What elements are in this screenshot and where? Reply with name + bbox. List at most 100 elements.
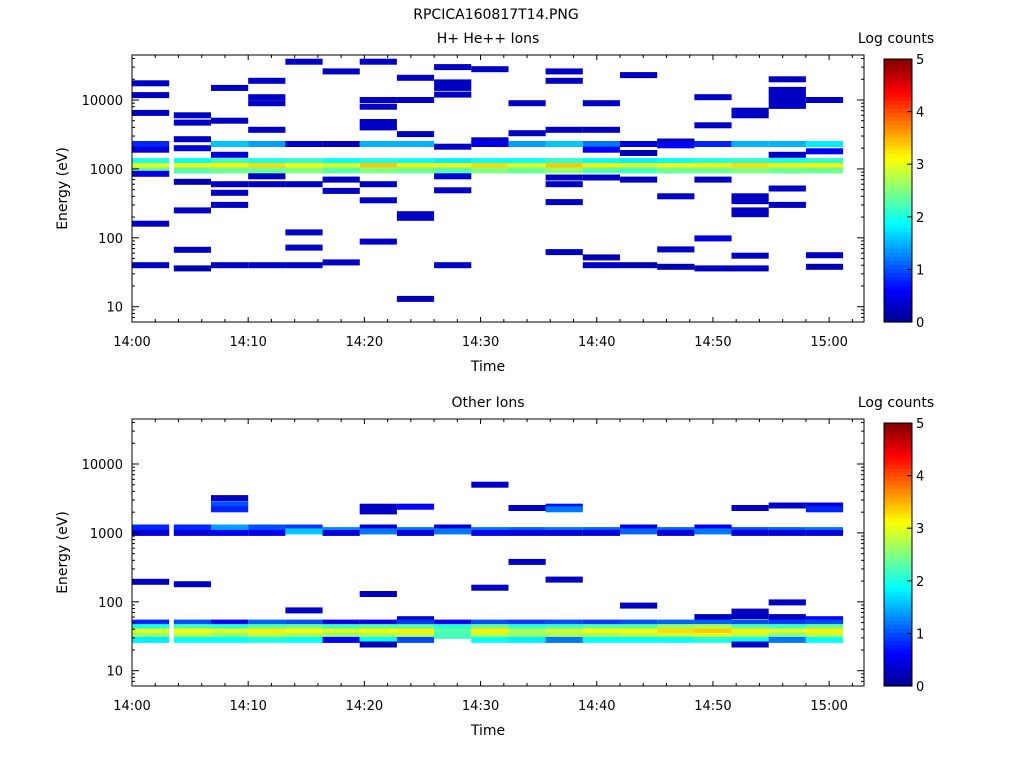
colorbar-segment [884, 272, 912, 278]
heatmap-cell [620, 176, 658, 183]
heatmap-cell [768, 502, 806, 509]
colorbar-segment [884, 665, 912, 671]
plot-frame [131, 418, 865, 687]
colorbar-segment [884, 63, 912, 68]
colorbar-tick-label: 1 [916, 627, 924, 642]
heatmap-cell [173, 112, 211, 119]
colorbar-segment [884, 529, 912, 535]
colorbar-segment [884, 550, 912, 556]
heatmap-cell [132, 619, 170, 626]
heatmap-cell [359, 124, 397, 131]
heatmap-cell [768, 614, 806, 621]
colorbar-segment [884, 178, 912, 183]
heatmap-cell [768, 167, 806, 174]
colorbar-segment [884, 227, 912, 233]
heatmap-cell [694, 632, 732, 639]
x-tick-label: 14:20 [346, 699, 383, 714]
colorbar-segment [884, 435, 912, 441]
colorbar-segment [884, 276, 912, 282]
heatmap-cell [582, 126, 620, 133]
heatmap-cell [805, 148, 844, 155]
heatmap-cell [396, 167, 435, 174]
y-tick-label: 100 [98, 232, 123, 247]
heatmap-cell [359, 141, 397, 147]
heatmap-cell [657, 138, 695, 145]
heatmap-cell [471, 632, 509, 639]
colorbar-segment [884, 95, 912, 101]
heatmap-cell [545, 174, 583, 181]
heatmap-cell [132, 92, 170, 99]
heatmap-cell [694, 158, 732, 165]
heatmap-cell [248, 94, 286, 101]
heatmap-cell [173, 119, 211, 126]
colorbar-segment [884, 219, 912, 224]
heatmap-cell [805, 158, 844, 165]
heatmap-cell [132, 170, 170, 177]
heatmap-cell [248, 173, 286, 180]
colorbar-segment [884, 657, 912, 662]
heatmap-cell [545, 249, 583, 256]
heatmap-cell [173, 619, 211, 626]
heatmap-cell [471, 584, 509, 591]
heatmap-cell [173, 265, 211, 272]
heatmap-cell [173, 524, 211, 531]
heatmap-cell [694, 528, 732, 535]
colorbar-segment [884, 579, 912, 584]
heatmap-cell [768, 599, 806, 606]
colorbar-frame [883, 58, 913, 323]
colorbar-segment [884, 673, 912, 679]
heatmap-cell [805, 263, 844, 270]
heatmap-cell [396, 619, 435, 626]
heatmap-cell [471, 163, 509, 170]
heatmap-cell [731, 207, 769, 214]
colorbar-segment [884, 468, 912, 473]
heatmap-cell [173, 178, 211, 185]
colorbar-segment [884, 305, 912, 311]
heatmap-cell [173, 136, 211, 143]
heatmap-cell [471, 628, 509, 635]
heatmap-cell [434, 262, 472, 269]
heatmap-cell [322, 632, 360, 639]
heatmap-cell [768, 76, 806, 83]
heatmap-cell [508, 505, 546, 511]
heatmap-cell [471, 66, 509, 73]
colorbar-segment [884, 186, 912, 192]
heatmap-cell [248, 529, 286, 536]
colorbar-segment [884, 447, 912, 453]
heatmap-cell [545, 619, 583, 626]
heatmap-cell [248, 524, 286, 531]
colorbar-segment [884, 632, 912, 638]
heatmap-cell [582, 100, 620, 107]
colorbar-segment [884, 141, 912, 146]
heatmap-cell [731, 112, 769, 119]
heatmap-cell [132, 262, 170, 269]
figure-title: RPCICA160817T14.PNG [413, 7, 578, 23]
heatmap-cell [768, 628, 806, 635]
heatmap-cell [132, 167, 170, 174]
colorbar-segment [884, 509, 912, 515]
heatmap-cell [545, 199, 583, 206]
x-tick-label: 14:30 [462, 699, 499, 714]
colorbar-segment [884, 451, 912, 457]
colorbar-segment [884, 624, 912, 630]
heatmap-cell [657, 628, 695, 635]
heatmap-cell [285, 58, 323, 65]
heatmap-cell [731, 624, 769, 631]
colorbar-segment [884, 268, 912, 274]
colorbar-tick-label: 4 [916, 106, 924, 121]
heatmap-cell [396, 163, 435, 170]
heatmap-cell [132, 632, 170, 639]
colorbar-segment [884, 521, 912, 527]
colorbar-segment [884, 476, 912, 482]
colorbar-segment [884, 235, 912, 241]
colorbar-segment [884, 587, 912, 593]
y-tick-label: 1000 [90, 527, 123, 542]
colorbar-segment [884, 239, 912, 245]
colorbar-segment [884, 640, 912, 646]
colorbar-segment [884, 575, 912, 580]
heatmap-cell [359, 103, 397, 110]
heatmap-cell [132, 636, 170, 643]
x-tick-label: 14:40 [578, 699, 615, 714]
colorbar-segment [884, 104, 912, 109]
heatmap-cell [396, 131, 435, 138]
